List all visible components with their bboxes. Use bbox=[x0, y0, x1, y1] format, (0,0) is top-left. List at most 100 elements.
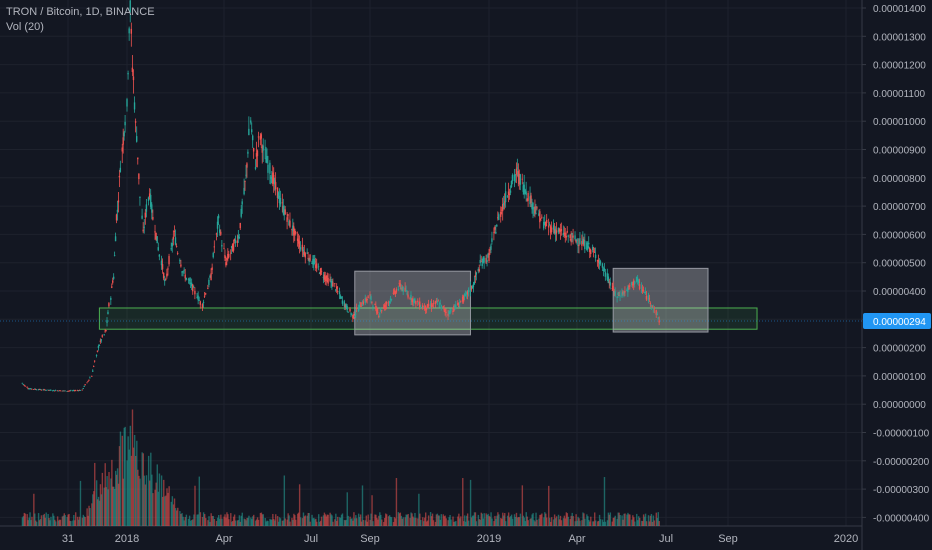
candle-body bbox=[271, 178, 273, 184]
volume-bar bbox=[531, 514, 533, 526]
candle-body bbox=[657, 317, 659, 319]
volume-bar bbox=[245, 520, 247, 526]
candle-body bbox=[160, 260, 163, 266]
volume-bar bbox=[43, 513, 46, 526]
candle-body bbox=[362, 301, 365, 305]
volume-bar bbox=[574, 521, 576, 526]
candle-body bbox=[236, 240, 239, 243]
volume-bar bbox=[554, 518, 557, 526]
volume-bar bbox=[430, 516, 433, 526]
volume-bar bbox=[147, 455, 150, 526]
candle-body bbox=[323, 274, 326, 280]
candle-body bbox=[82, 388, 84, 389]
volume-bar bbox=[318, 514, 320, 526]
time-axis-label: 2019 bbox=[477, 533, 501, 545]
candle-body bbox=[259, 136, 262, 140]
volume-bar bbox=[231, 521, 233, 526]
volume-bar bbox=[411, 513, 413, 526]
candle-body bbox=[198, 299, 200, 301]
volume-bar bbox=[400, 515, 403, 526]
volume-bar bbox=[154, 489, 156, 526]
volume-bar bbox=[237, 520, 240, 526]
volume-bar bbox=[73, 514, 75, 526]
volume-bar bbox=[92, 494, 94, 526]
candle-body bbox=[541, 216, 543, 218]
volume-bar bbox=[637, 520, 639, 526]
volume-bar bbox=[227, 514, 229, 526]
candle-body bbox=[565, 235, 567, 238]
volume-bar bbox=[624, 513, 626, 526]
volume-bar bbox=[338, 517, 341, 526]
volume-bar bbox=[397, 512, 400, 526]
candle-body bbox=[204, 293, 207, 295]
candle-body bbox=[570, 238, 572, 243]
candle-body bbox=[29, 388, 31, 390]
candle-body bbox=[611, 287, 613, 289]
candle-body bbox=[121, 147, 123, 152]
candle-body bbox=[624, 291, 626, 293]
candle-body bbox=[39, 389, 42, 391]
volume-bar bbox=[650, 513, 653, 526]
volume-bar bbox=[55, 521, 57, 526]
candle-body bbox=[104, 330, 106, 332]
candle-body bbox=[53, 389, 55, 391]
volume-bar bbox=[564, 518, 567, 526]
volume-bar bbox=[250, 517, 252, 526]
volume-bar bbox=[479, 519, 482, 526]
candle-body bbox=[442, 306, 444, 307]
candle-body bbox=[454, 305, 456, 308]
time-axis-label: Jul bbox=[659, 533, 673, 545]
volume-bar bbox=[623, 513, 625, 526]
volume-bar bbox=[114, 470, 117, 526]
price-axis-label: -0.00000100 bbox=[873, 429, 930, 440]
volume-bar bbox=[74, 520, 76, 526]
volume-bar bbox=[388, 515, 391, 526]
volume-bar bbox=[593, 521, 595, 526]
volume-bar bbox=[523, 517, 525, 526]
volume-bar bbox=[278, 517, 281, 526]
volume-bar bbox=[139, 478, 141, 526]
volume-bar bbox=[82, 514, 85, 526]
candle-body bbox=[284, 209, 286, 215]
candle-body bbox=[339, 295, 342, 299]
volume-bar bbox=[337, 516, 339, 526]
volume-bar bbox=[572, 516, 574, 526]
volume-bar bbox=[393, 517, 396, 526]
candle-body bbox=[137, 157, 139, 160]
volume-bar bbox=[608, 514, 611, 526]
candle-body bbox=[256, 150, 259, 157]
volume-bar bbox=[535, 512, 537, 526]
volume-bar bbox=[357, 513, 360, 526]
volume-bar bbox=[527, 520, 529, 526]
candle-body bbox=[179, 260, 181, 262]
volume-bar bbox=[113, 486, 115, 526]
candle-body bbox=[439, 303, 441, 305]
candle-body bbox=[340, 296, 343, 298]
candle-body bbox=[501, 204, 504, 212]
candle-body bbox=[207, 288, 209, 290]
price-axis-label: 0.00001000 bbox=[873, 117, 926, 128]
candle-body bbox=[38, 389, 41, 390]
volume-bar bbox=[521, 485, 524, 526]
candle-body bbox=[215, 233, 218, 235]
volume-indicator-label[interactable]: Vol (20) bbox=[6, 21, 44, 33]
volume-bar bbox=[649, 515, 652, 526]
volume-bar bbox=[424, 512, 427, 526]
candle-body bbox=[444, 309, 446, 313]
candle-body bbox=[234, 239, 237, 244]
volume-bar bbox=[495, 518, 497, 526]
candle-body bbox=[64, 390, 66, 392]
candle-body bbox=[400, 287, 402, 290]
candle-body bbox=[126, 99, 128, 107]
volume-bar bbox=[93, 491, 95, 526]
candle-body bbox=[636, 278, 639, 282]
volume-bar bbox=[156, 464, 158, 526]
candle-body bbox=[493, 232, 495, 234]
volume-bar bbox=[99, 484, 102, 526]
volume-bar bbox=[483, 513, 485, 526]
volume-bar bbox=[202, 512, 205, 526]
candle-body bbox=[281, 202, 284, 204]
volume-bar bbox=[575, 514, 577, 526]
candle-body bbox=[185, 277, 187, 280]
